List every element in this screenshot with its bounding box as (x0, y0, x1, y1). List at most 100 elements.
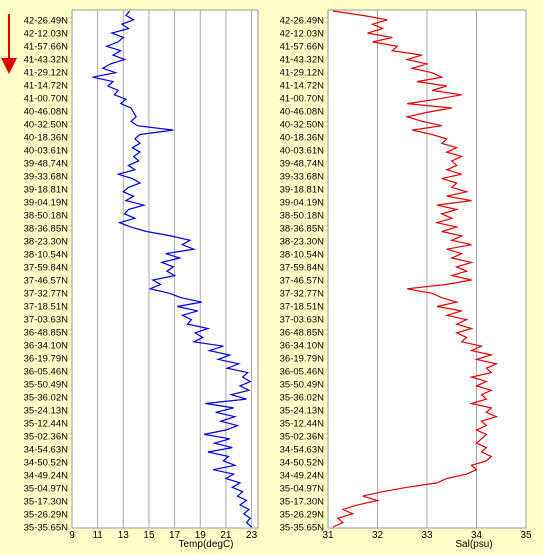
latitude-tick-label: 35-35.65N (24, 523, 69, 534)
latitude-axis-right: 42-26.49N 42-12.03N 41-57.66N 41-43.32N 41-2… (280, 16, 325, 534)
latitude-tick-label: 42-12.03N (280, 29, 325, 40)
latitude-tick-label: 35-12.44N (280, 419, 325, 430)
x-tick-label: 15 (143, 530, 155, 541)
latitude-tick-label: 37-18.51N (24, 302, 69, 313)
latitude-tick-label: 34-54.63N (24, 445, 69, 456)
latitude-tick-label: 35-17.30N (280, 497, 325, 508)
latitude-tick-label: 36-34.10N (24, 341, 69, 352)
latitude-tick-label: 35-35.65N (280, 523, 325, 534)
latitude-tick-label: 38-50.18N (24, 211, 69, 222)
latitude-tick-label: 35-26.29N (24, 510, 69, 521)
x-tick-label: 19 (195, 530, 207, 541)
latitude-tick-label: 38-23.30N (24, 237, 69, 248)
latitude-tick-label: 39-33.68N (280, 172, 325, 183)
latitude-tick-label: 38-10.54N (280, 250, 325, 261)
x-tick-label: 9 (69, 530, 75, 541)
latitude-tick-label: 37-32.77N (280, 289, 325, 300)
x-tick-label: 35 (520, 530, 532, 541)
latitude-tick-label: 35-12.44N (24, 419, 69, 430)
latitude-tick-label: 40-32.50N (24, 120, 69, 131)
x-tick-label: 23 (246, 530, 258, 541)
latitude-tick-label: 41-29.12N (24, 68, 69, 79)
latitude-tick-label: 35-50.49N (280, 380, 325, 391)
latitude-tick-label: 38-36.85N (24, 224, 69, 235)
latitude-tick-label: 35-02.36N (24, 432, 69, 443)
latitude-tick-label: 40-32.50N (280, 120, 325, 131)
latitude-tick-label: 38-36.85N (280, 224, 325, 235)
latitude-tick-label: 41-43.32N (280, 55, 325, 66)
x-tick-label: 34 (471, 530, 483, 541)
latitude-tick-label: 37-03.63N (280, 315, 325, 326)
x-tick-label: 32 (372, 530, 384, 541)
temperature-axis-label: Temp(degC) (178, 539, 233, 550)
latitude-tick-label: 40-18.36N (280, 133, 325, 144)
latitude-tick-label: 35-04.97N (24, 484, 69, 495)
latitude-tick-label: 41-57.66N (24, 42, 69, 53)
latitude-tick-label: 42-26.49N (24, 16, 69, 27)
latitude-tick-label: 39-18.81N (24, 185, 69, 196)
latitude-tick-label: 35-17.30N (24, 497, 69, 508)
latitude-tick-label: 39-48.74N (24, 159, 69, 170)
latitude-tick-label: 37-46.57N (280, 276, 325, 287)
latitude-tick-label: 36-19.79N (280, 354, 325, 365)
latitude-tick-label: 39-04.19N (280, 198, 325, 209)
latitude-tick-label: 35-36.02N (280, 393, 325, 404)
latitude-tick-label: 38-50.18N (280, 211, 325, 222)
latitude-tick-label: 41-00.70N (280, 94, 325, 105)
latitude-tick-label: 39-04.19N (24, 198, 69, 209)
latitude-tick-label: 41-43.32N (24, 55, 69, 66)
salinity-grid (377, 10, 477, 528)
latitude-tick-label: 36-19.79N (24, 354, 69, 365)
latitude-tick-label: 34-54.63N (280, 445, 325, 456)
latitude-tick-label: 42-12.03N (24, 29, 69, 40)
latitude-tick-label: 36-05.46N (280, 367, 325, 378)
latitude-tick-label: 34-49.24N (24, 471, 69, 482)
latitude-tick-label: 36-34.10N (280, 341, 325, 352)
latitude-tick-label: 41-00.70N (24, 94, 69, 105)
latitude-tick-label: 36-48.85N (24, 328, 69, 339)
temperature-series-line (92, 10, 252, 528)
x-tick-label: 33 (421, 530, 433, 541)
latitude-tick-label: 41-14.72N (280, 81, 325, 92)
x-tick-label: 31 (322, 530, 334, 541)
latitude-tick-label: 40-03.61N (24, 146, 69, 157)
latitude-tick-label: 34-50.52N (24, 458, 69, 469)
latitude-tick-label: 37-03.63N (24, 315, 69, 326)
x-tick-label: 13 (118, 530, 130, 541)
latitude-tick-label: 37-18.51N (280, 302, 325, 313)
temperature-plot-area (71, 9, 259, 529)
latitude-tick-label: 36-05.46N (24, 367, 69, 378)
latitude-tick-label: 35-02.36N (280, 432, 325, 443)
latitude-tick-label: 41-29.12N (280, 68, 325, 79)
latitude-tick-label: 35-26.29N (280, 510, 325, 521)
latitude-tick-label: 40-46.08N (24, 107, 69, 118)
salinity-axis-label: Sal(psu) (455, 539, 492, 550)
salinity-panel: 42-26.49N 42-12.03N 41-57.66N 41-43.32N 41-2… (280, 9, 532, 550)
latitude-tick-label: 42-26.49N (280, 16, 325, 27)
latitude-tick-label: 36-48.85N (280, 328, 325, 339)
latitude-tick-label: 34-49.24N (280, 471, 325, 482)
salinity-x-ticks: 31 32 33 34 35 (322, 530, 532, 541)
latitude-tick-label: 40-03.61N (280, 146, 325, 157)
latitude-tick-label: 38-23.30N (280, 237, 325, 248)
latitude-tick-label: 35-50.49N (24, 380, 69, 391)
latitude-tick-label: 35-36.02N (24, 393, 69, 404)
latitude-tick-label: 41-57.66N (280, 42, 325, 53)
latitude-tick-label: 37-46.57N (24, 276, 69, 287)
temperature-grid (97, 10, 253, 528)
latitude-tick-label: 35-24.13N (24, 406, 69, 417)
x-tick-label: 21 (220, 530, 232, 541)
latitude-tick-label: 40-18.36N (24, 133, 69, 144)
temperature-panel: 42-26.49N 42-12.03N 41-57.66N 41-43.32N 41-2… (24, 9, 259, 550)
latitude-tick-label: 35-24.13N (280, 406, 325, 417)
latitude-tick-label: 37-32.77N (24, 289, 69, 300)
latitude-axis-left: 42-26.49N 42-12.03N 41-57.66N 41-43.32N 41-2… (24, 16, 69, 534)
latitude-tick-label: 38-10.54N (24, 250, 69, 261)
x-tick-label: 11 (92, 530, 103, 541)
latitude-tick-label: 39-33.68N (24, 172, 69, 183)
latitude-tick-label: 41-14.72N (24, 81, 69, 92)
latitude-tick-label: 39-48.74N (280, 159, 325, 170)
latitude-tick-label: 37-59.84N (280, 263, 325, 274)
temperature-x-ticks: 9 11 13 15 17 19 21 23 (69, 530, 257, 541)
